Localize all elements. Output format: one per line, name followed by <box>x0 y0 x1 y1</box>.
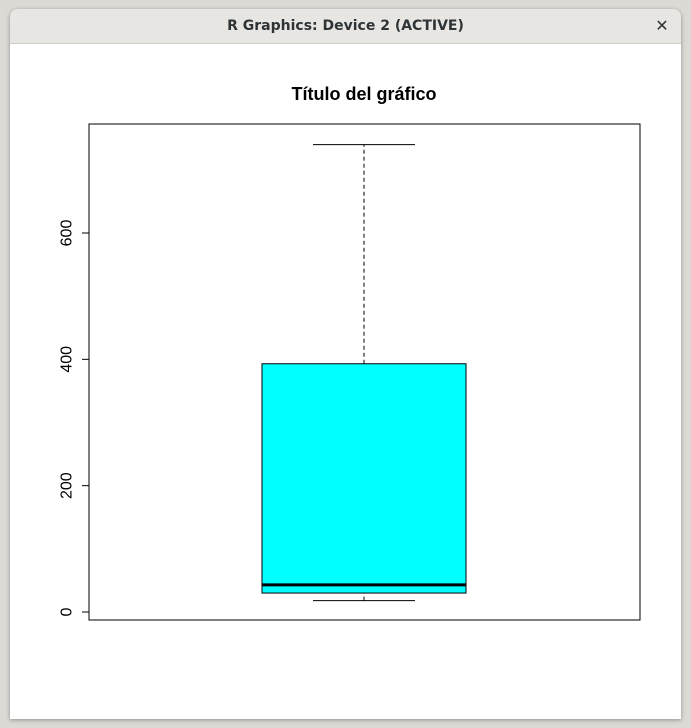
chart-title: Título del gráfico <box>291 84 436 104</box>
boxplot <box>261 144 467 602</box>
y-tick-label: 400 <box>59 346 76 373</box>
close-icon[interactable]: ✕ <box>655 16 669 35</box>
title-bar[interactable]: R Graphics: Device 2 (ACTIVE) ✕ <box>10 9 681 44</box>
window-title: R Graphics: Device 2 (ACTIVE) <box>227 18 464 34</box>
iqr-box <box>261 363 467 594</box>
y-axis: 0 200 400 600 <box>59 220 90 616</box>
y-tick-label: 200 <box>59 472 76 499</box>
y-tick-label: 600 <box>59 220 76 247</box>
r-graphics-window: R Graphics: Device 2 (ACTIVE) ✕ Título d… <box>10 9 681 719</box>
boxplot-chart: Título del gráfico 0 200 400 600 <box>59 84 641 621</box>
plot-area: Título del gráfico 0 200 400 600 <box>10 44 681 719</box>
y-tick-label: 0 <box>59 607 76 616</box>
